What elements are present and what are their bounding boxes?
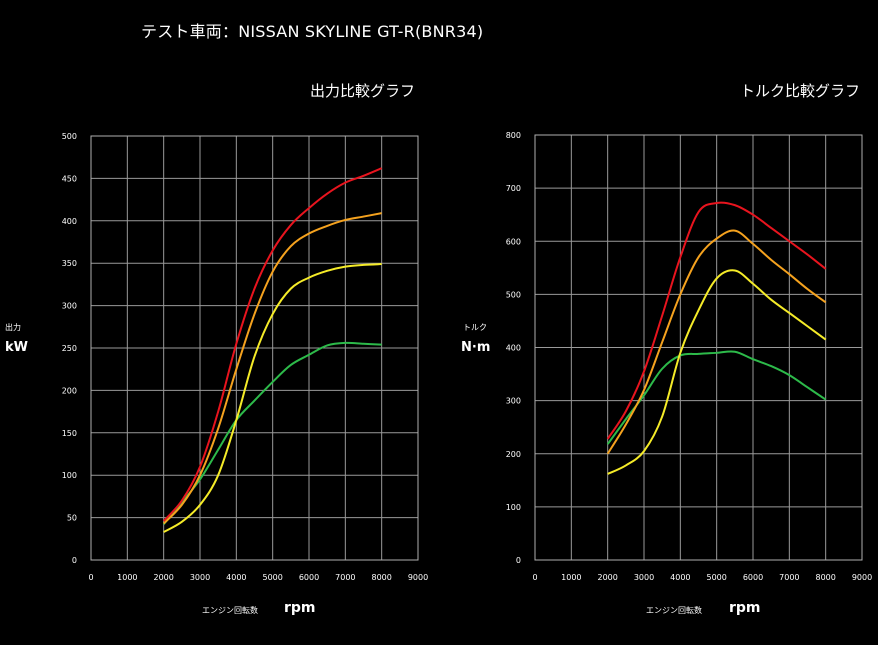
power-y-tick: 200 bbox=[62, 386, 77, 395]
power-series-1 bbox=[162, 212, 382, 525]
power-chart-title: 出力比較グラフ bbox=[310, 82, 416, 100]
torque-xlabel: rpm bbox=[729, 600, 761, 616]
torque-y-tick: 600 bbox=[506, 237, 521, 246]
torque-y-tick: 100 bbox=[506, 503, 521, 512]
torque-x-tick: 9000 bbox=[852, 573, 872, 582]
torque-x-tick: 6000 bbox=[743, 573, 763, 582]
torque-x-tick: 7000 bbox=[779, 573, 799, 582]
power-y-tick: 250 bbox=[62, 344, 77, 353]
torque-x-tick: 4000 bbox=[670, 573, 690, 582]
power-ylabel-small: 出力 bbox=[5, 323, 21, 332]
power-y-tick: 150 bbox=[62, 429, 77, 438]
torque-x-tick: 2000 bbox=[597, 573, 617, 582]
torque-plot-border bbox=[534, 134, 863, 561]
power-y-tick: 350 bbox=[62, 259, 77, 268]
torque-series-2 bbox=[607, 269, 827, 475]
torque-y-tick: 200 bbox=[506, 450, 521, 459]
power-chart: 0 1000 2000 3000 4000 5000 6000 7000 8000 9000 0 50… bbox=[62, 132, 428, 582]
power-series-0 bbox=[162, 167, 383, 522]
torque-x-tick: 0 bbox=[532, 573, 537, 582]
power-x-tick: 4000 bbox=[226, 573, 246, 582]
torque-series-3 bbox=[606, 350, 827, 445]
torque-y-tick: 300 bbox=[506, 397, 521, 406]
torque-chart-title: トルク比較グラフ bbox=[740, 82, 861, 100]
torque-chart: 0 1000 2000 3000 4000 5000 6000 7000 8000 9000 0 10… bbox=[506, 131, 872, 582]
power-x-tick: 1000 bbox=[117, 573, 137, 582]
power-series-3 bbox=[162, 341, 382, 526]
torque-y-tick: 500 bbox=[506, 290, 521, 299]
torque-y-tick: 0 bbox=[516, 556, 521, 565]
page-title: テスト車両：NISSAN SKYLINE GT-R(BNR34) bbox=[141, 22, 484, 41]
power-x-tick: 0 bbox=[88, 573, 93, 582]
torque-x-tick: 5000 bbox=[706, 573, 726, 582]
torque-ylabel-small: トルク bbox=[463, 323, 487, 332]
torque-xlabel-small: エンジン回転数 bbox=[646, 606, 702, 615]
power-x-tick: 8000 bbox=[371, 573, 391, 582]
torque-x-tick: 3000 bbox=[634, 573, 654, 582]
power-y-tick: 300 bbox=[62, 302, 77, 311]
torque-ylabel: N·m bbox=[461, 340, 491, 355]
power-xlabel: rpm bbox=[284, 600, 316, 616]
power-y-tick: 50 bbox=[67, 514, 77, 523]
power-x-tick: 9000 bbox=[408, 573, 428, 582]
power-y-tick: 100 bbox=[62, 471, 77, 480]
power-ylabel: kW bbox=[5, 340, 28, 355]
power-y-tick: 500 bbox=[62, 132, 77, 141]
torque-y-tick: 400 bbox=[506, 344, 521, 353]
torque-series-0 bbox=[606, 201, 827, 440]
power-y-tick: 450 bbox=[62, 174, 77, 183]
power-x-tick: 6000 bbox=[299, 573, 319, 582]
power-series-2 bbox=[163, 263, 382, 533]
power-x-tick: 7000 bbox=[335, 573, 355, 582]
power-x-tick: 5000 bbox=[262, 573, 282, 582]
power-x-tick: 2000 bbox=[153, 573, 173, 582]
power-x-tick: 3000 bbox=[190, 573, 210, 582]
torque-x-tick: 1000 bbox=[561, 573, 581, 582]
torque-series-1 bbox=[606, 229, 827, 455]
torque-y-tick: 800 bbox=[506, 131, 521, 140]
power-y-tick: 0 bbox=[72, 556, 77, 565]
power-plot-border bbox=[90, 135, 419, 561]
torque-x-tick: 8000 bbox=[815, 573, 835, 582]
power-xlabel-small: エンジン回転数 bbox=[202, 606, 258, 615]
torque-y-tick: 700 bbox=[506, 184, 521, 193]
power-y-tick: 400 bbox=[62, 217, 77, 226]
